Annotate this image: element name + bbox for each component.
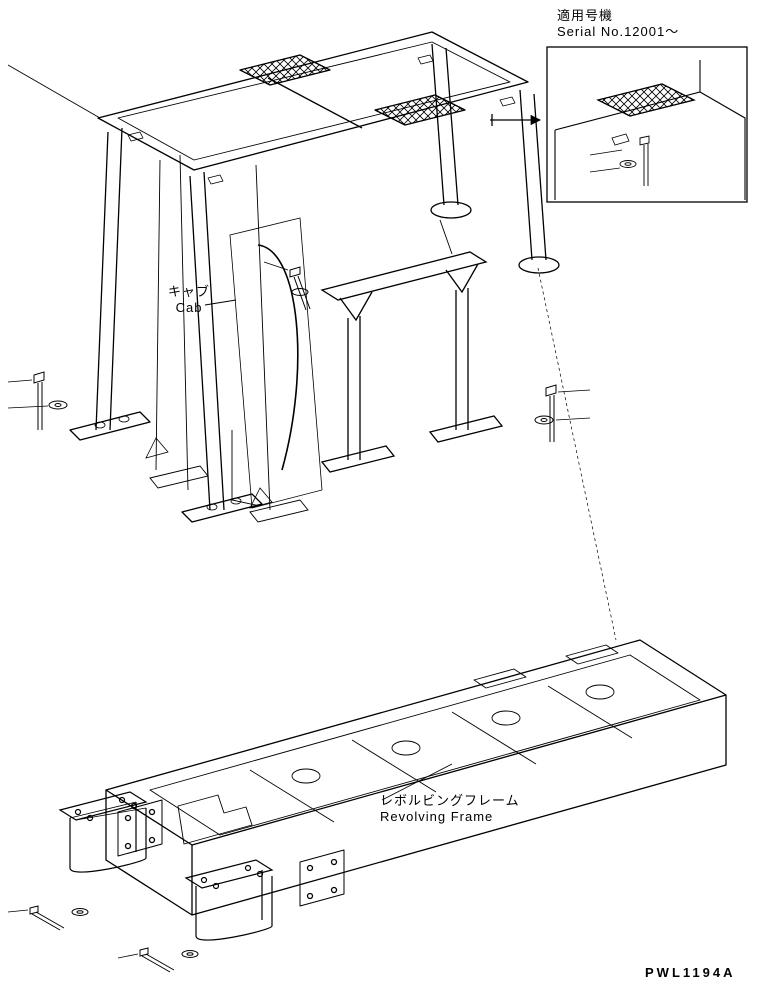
- bracket-bolts: [8, 906, 198, 972]
- serial-label: 適用号機 Serial No.12001〜: [557, 8, 679, 41]
- bolt-washer-left: [8, 372, 67, 430]
- inset-detail: [547, 47, 747, 202]
- serial-en: Serial No.12001〜: [557, 24, 679, 39]
- revframe-en: Revolving Frame: [380, 809, 493, 824]
- bolt-washer-mid: [264, 262, 310, 310]
- mount-bracket-2: [186, 860, 272, 940]
- revframe-jp: レボルビングフレーム: [380, 793, 520, 808]
- revframe-label: レボルビングフレーム Revolving Frame: [380, 793, 520, 826]
- drawing-id: PWL1194A: [645, 965, 735, 980]
- cab-label: キャブ Cab: [168, 284, 210, 317]
- mount-bracket-1: [60, 792, 146, 872]
- rear-stand: [322, 220, 502, 472]
- serial-jp: 適用号機: [557, 8, 613, 23]
- bolt-washer-right: [535, 385, 590, 442]
- exploded-diagram: [0, 0, 767, 992]
- drawing-id-text: PWL1194A: [645, 965, 735, 980]
- cab-en: Cab: [176, 300, 203, 315]
- revolving-frame: [106, 640, 726, 915]
- cab-jp: キャブ: [168, 284, 210, 299]
- cab-outline: [146, 155, 322, 522]
- canopy-top: [8, 32, 559, 522]
